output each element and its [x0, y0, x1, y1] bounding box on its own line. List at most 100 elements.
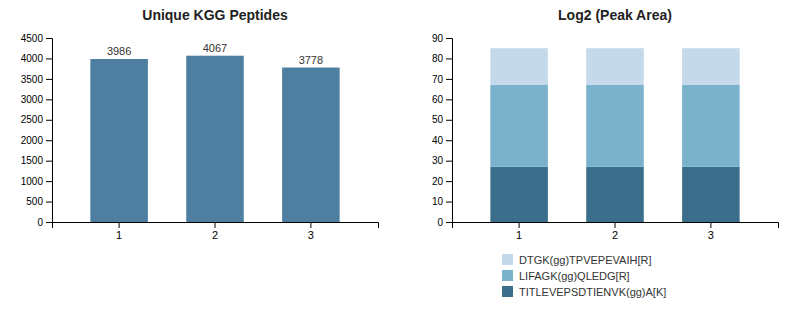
- tick-label: 2000: [21, 135, 44, 146]
- tick-label: 60: [432, 94, 444, 105]
- chart-panel: 0 10 20 30 40 50 60 70 80 90 1 2 3 Log2 (Peak Area) DT…: [432, 7, 779, 298]
- y-tick: 3500: [21, 74, 52, 85]
- tick-label: 3500: [21, 74, 44, 85]
- y-tick: 0: [437, 217, 452, 228]
- tick-mark: [46, 140, 52, 141]
- tick-mark: [446, 222, 452, 223]
- axis-line: [453, 223, 779, 229]
- tick-label: 1500: [21, 155, 44, 166]
- tick-mark: [446, 202, 452, 203]
- tick-label: 1: [116, 229, 122, 241]
- tick-label: 3000: [21, 94, 44, 105]
- data-labels: 3986 4067 3778: [107, 42, 323, 66]
- y-axis: 0 500 1000 1500 2000 2500 3000 3500 4000 4500: [21, 33, 53, 228]
- tick-mark: [46, 161, 52, 162]
- data-label: 3986: [107, 45, 131, 57]
- tick-label: 2500: [21, 114, 44, 125]
- chart-canvas: 3986406737780500100015002000250030003500…: [0, 0, 800, 318]
- tick-mark: [46, 79, 52, 80]
- tick-mark: [446, 120, 452, 121]
- bar-segment: [682, 167, 740, 222]
- legend-item: TITLEVEPSDTIENVK(gg)A[K]: [502, 286, 666, 298]
- tick-label: 4000: [21, 53, 44, 64]
- tick-mark: [446, 79, 452, 80]
- y-tick: 30: [432, 155, 452, 166]
- x-tick: 1: [116, 222, 122, 241]
- legend-swatch: [502, 254, 513, 265]
- y-tick: 2500: [21, 114, 52, 125]
- bar-segment: [682, 48, 740, 85]
- legend-label: DTGK(gg)TPVEPEVAIH[R]: [519, 254, 651, 266]
- legend-label: TITLEVEPSDTIENVK(gg)A[K]: [519, 286, 666, 298]
- chart-panel: 3986 4067 3778 0 500 1000 1500 2000 2500 3000 3500…: [21, 7, 379, 241]
- bar-segment: [490, 48, 548, 85]
- tick-mark: [310, 222, 311, 228]
- marks: [90, 56, 339, 222]
- x-tick: 1: [516, 222, 522, 241]
- bar: [186, 56, 244, 222]
- tick-label: 1: [516, 229, 522, 241]
- tick-mark: [46, 181, 52, 182]
- tick-label: 40: [432, 135, 444, 146]
- tick-label: 3: [708, 229, 714, 241]
- tick-label: 2: [212, 229, 218, 241]
- bar: [90, 59, 148, 222]
- tick-label: 1000: [21, 176, 44, 187]
- x-tick: 2: [612, 222, 618, 241]
- tick-label: 10: [432, 196, 444, 207]
- tick-label: 3: [308, 229, 314, 241]
- y-tick: 50: [432, 114, 452, 125]
- x-axis: 1 2 3: [453, 222, 779, 241]
- bar-segment: [586, 85, 644, 167]
- y-tick: 1500: [21, 155, 52, 166]
- tick-mark: [46, 58, 52, 59]
- tick-mark: [446, 140, 452, 141]
- tick-mark: [446, 58, 452, 59]
- tick-mark: [215, 222, 216, 228]
- y-axis: 0 10 20 30 40 50 60 70 80 90: [432, 33, 453, 228]
- bar-segment: [586, 167, 644, 222]
- y-tick: 4000: [21, 53, 52, 64]
- data-label: 4067: [203, 42, 227, 54]
- bar-segment: [586, 48, 644, 85]
- legend-item: DTGK(gg)TPVEPEVAIH[R]: [502, 254, 651, 266]
- tick-mark: [46, 222, 52, 223]
- series: [490, 85, 739, 167]
- tick-mark: [46, 99, 52, 100]
- tick-mark: [519, 222, 520, 228]
- data-label: 3778: [299, 54, 323, 66]
- tick-label: 80: [432, 53, 444, 64]
- legend-swatch: [502, 270, 513, 281]
- tick-mark: [446, 99, 452, 100]
- x-tick: 3: [308, 222, 314, 241]
- legend-label: LIFAGK(gg)QLEDG[R]: [519, 270, 630, 282]
- y-tick: 2000: [21, 135, 52, 146]
- tick-mark: [615, 222, 616, 228]
- tick-label: 2: [612, 229, 618, 241]
- y-tick: 500: [26, 196, 52, 207]
- y-tick: 80: [432, 53, 452, 64]
- axis-line: [46, 39, 53, 223]
- tick-mark: [446, 38, 452, 39]
- tick-mark: [46, 38, 52, 39]
- tick-mark: [710, 222, 711, 228]
- tick-label: 20: [432, 176, 444, 187]
- y-tick: 1000: [21, 176, 52, 187]
- y-tick: 70: [432, 74, 452, 85]
- legend: DTGK(gg)TPVEPEVAIH[R] LIFAGK(gg)QLEDG[R] T…: [502, 254, 666, 298]
- y-tick: 60: [432, 94, 452, 105]
- tick-mark: [46, 202, 52, 203]
- tick-label: 4500: [21, 33, 44, 44]
- x-axis: 1 2 3: [53, 222, 379, 241]
- series: [490, 48, 739, 85]
- tick-label: 70: [432, 74, 444, 85]
- chart-title: Log2 (Peak Area): [558, 7, 672, 23]
- y-tick: 90: [432, 33, 452, 44]
- tick-mark: [46, 120, 52, 121]
- series: [490, 167, 739, 222]
- bar-segment: [682, 85, 740, 167]
- marks: [490, 48, 739, 222]
- y-tick: 0: [37, 217, 52, 228]
- y-tick: 4500: [21, 33, 52, 44]
- tick-label: 500: [26, 196, 43, 207]
